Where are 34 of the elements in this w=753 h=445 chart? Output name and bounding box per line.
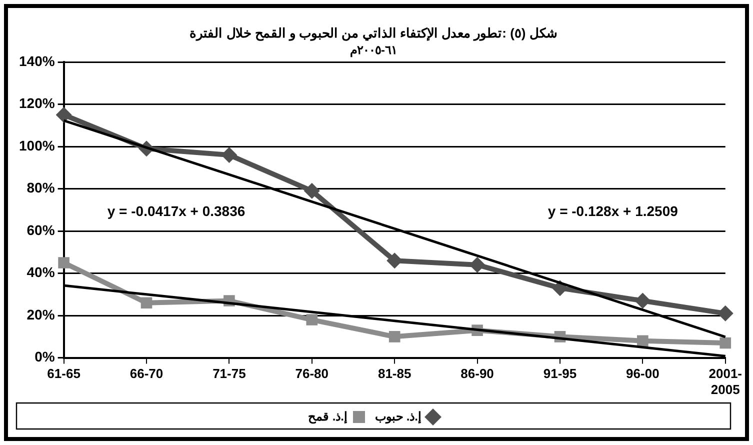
y-tick-label: 60% (26, 222, 56, 238)
x-tick-label: 76-80 (295, 366, 329, 382)
point (221, 146, 238, 163)
x-tick-label: 91-95 (543, 366, 577, 382)
x-tick-label: 71-75 (212, 366, 246, 382)
point (634, 292, 651, 309)
x-tick-label: 66-70 (130, 366, 164, 382)
point (720, 337, 732, 349)
x-tick-label: 96-00 (626, 366, 660, 382)
y-tick-label: 20% (26, 306, 56, 322)
point (637, 335, 648, 347)
x-tick-label: 2001-2005 (708, 366, 742, 397)
point (140, 297, 152, 309)
y-tick-label: 100% (18, 137, 56, 154)
chart-title: شكل (٥) :تطور معدل الإكتفاء الذاتي من الحبوب و القمح خلال الفترة (190, 25, 558, 42)
x-tick-label: 86-90 (460, 366, 494, 382)
y-tick-label: 40% (26, 264, 56, 280)
point (304, 182, 320, 199)
point (717, 305, 734, 322)
chart-subtitle: ٦١-٢٠٠٥م (350, 43, 397, 58)
point (56, 106, 72, 123)
x-tick-label: 61-65 (47, 366, 80, 382)
point (306, 314, 318, 326)
annotation: y = -0.0417x + 0.3836 (107, 202, 246, 219)
legend-label: إ.ذ. قمح (308, 409, 347, 424)
point (388, 331, 400, 342)
annotation: y = -0.128x + 1.2509 (548, 202, 678, 219)
y-tick-label: 140% (18, 52, 56, 69)
point (58, 257, 70, 268)
y-tick-label: 80% (26, 180, 56, 196)
y-tick-label: 0% (34, 348, 56, 365)
x-tick-label: 81-85 (378, 366, 412, 382)
y-tick-label: 120% (18, 95, 56, 112)
legend-label: إ.ذ. حبوب (374, 409, 421, 424)
